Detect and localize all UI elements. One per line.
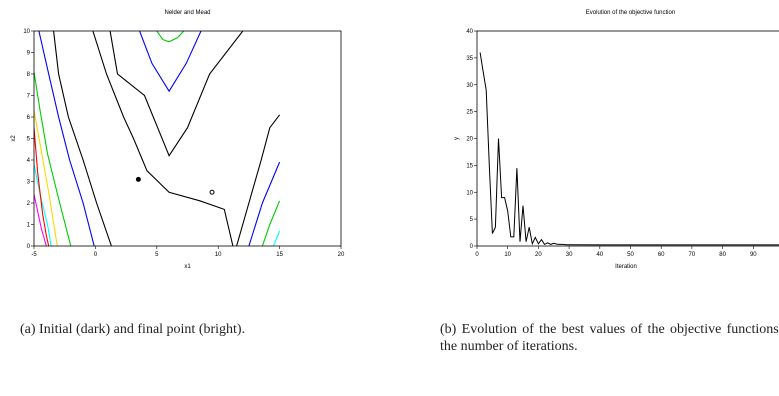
x-axis-label: x1 — [184, 264, 191, 270]
x-tick-label: 30 — [566, 252, 573, 258]
y-tick-label: 3 — [27, 180, 31, 186]
contour-line — [236, 114, 281, 246]
x-tick-label: 10 — [215, 252, 222, 258]
x-tick-label: -5 — [31, 252, 37, 258]
chart-title: Nelder and Mead — [164, 10, 210, 16]
y-tick-label: 20 — [466, 137, 473, 143]
contour-line — [34, 110, 58, 246]
x-tick-label: 10 — [504, 252, 511, 258]
contour-line — [272, 230, 281, 246]
plot-area — [479, 52, 779, 246]
contour-line — [261, 200, 281, 246]
contour-line — [156, 31, 185, 43]
x-tick-label: 80 — [719, 252, 726, 258]
x-tick-label: 5 — [155, 252, 159, 258]
y-tick-label: 25 — [466, 110, 473, 116]
x-tick-label: 20 — [535, 252, 542, 258]
contour-line — [34, 127, 50, 246]
y-tick-label: 0 — [470, 244, 474, 250]
y-tick-label: 6 — [27, 115, 31, 121]
y-tick-label: 10 — [23, 29, 30, 35]
y-tick-label: 15 — [466, 163, 473, 169]
y-tick-label: 5 — [470, 217, 474, 223]
x-tick-label: 90 — [750, 252, 757, 258]
contour-line — [34, 71, 72, 246]
x-tick-label: 70 — [689, 252, 696, 258]
contour-line — [248, 161, 281, 246]
x-tick-label: 40 — [596, 252, 603, 258]
x-axis-label: Iteration — [615, 264, 637, 270]
y-tick-label: 0 — [27, 244, 31, 250]
x-tick-label: 0 — [94, 252, 98, 258]
y-tick-label: 35 — [466, 56, 473, 62]
y-tick-label: 30 — [466, 83, 473, 89]
initial-point — [135, 176, 141, 182]
y-axis-label: x2 — [11, 135, 17, 142]
y-tick-label: 7 — [27, 94, 31, 100]
contour-chart: Nelder and Mead-5 0 5 10 15 20012345678910x1x… — [11, 10, 779, 270]
series-line — [479, 52, 779, 246]
y-tick-label: 10 — [466, 190, 473, 196]
contour-line — [53, 31, 112, 246]
x-tick-label: 15 — [276, 252, 283, 258]
y-axis-label: y — [454, 137, 460, 140]
y-tick-label: 4 — [27, 158, 31, 164]
x-tick-label: 50 — [627, 252, 634, 258]
contour-line — [92, 31, 234, 246]
y-tick-label: 5 — [27, 137, 31, 143]
x-tick-label: 20 — [338, 252, 345, 258]
final-point — [209, 189, 215, 195]
contour-line — [38, 31, 95, 246]
contour-line — [34, 164, 52, 246]
y-tick-label: 40 — [466, 29, 473, 35]
plot-frame — [33, 30, 342, 247]
contour-line — [139, 31, 202, 93]
y-tick-label: 8 — [27, 72, 31, 78]
x-tick-label: 60 — [658, 252, 665, 258]
y-tick-label: 1 — [27, 223, 31, 229]
x-tick-label: 0 — [475, 252, 479, 258]
caption-b: (b) Evolution of the best values of the … — [440, 322, 779, 354]
y-tick-label: 2 — [27, 201, 31, 207]
plot-area — [34, 31, 281, 246]
chart-title: Evolution of the objective function — [586, 10, 675, 16]
caption-a: (a) Initial (dark) and final point (brig… — [20, 322, 246, 337]
contour-line — [34, 194, 47, 246]
y-tick-label: 9 — [27, 51, 31, 57]
contour-line — [109, 31, 244, 157]
